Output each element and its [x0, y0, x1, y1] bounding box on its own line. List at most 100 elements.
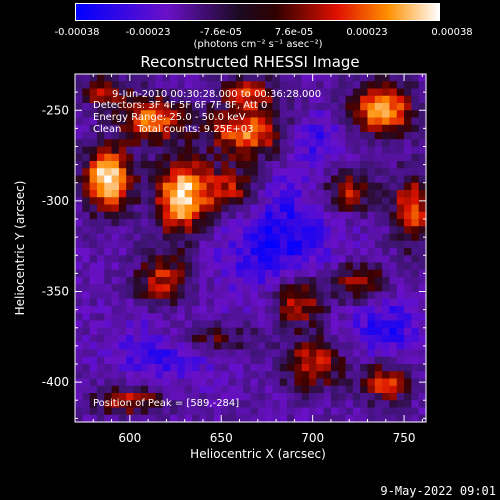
heatmap-cell: [155, 211, 164, 220]
heatmap-cell: [374, 153, 383, 162]
heatmap-cell: [389, 393, 398, 401]
heatmap-cell: [126, 139, 135, 148]
heatmap-cell: [96, 248, 105, 256]
heatmap-cell: [118, 291, 127, 300]
heatmap-cell: [192, 248, 200, 256]
heatmap-cell: [126, 298, 135, 307]
heatmap-cell: [279, 378, 288, 387]
heatmap-cell: [309, 132, 317, 140]
heatmap-cell: [309, 371, 317, 380]
heatmap-cell: [177, 306, 186, 314]
heatmap-cell: [140, 298, 149, 307]
heatmap-cell: [82, 298, 91, 307]
axis-ticks: 600 650 700 750-400-350-300-250: [42, 73, 426, 445]
heatmap-cell: [352, 74, 361, 82]
heatmap-cell: [374, 378, 383, 387]
heatmap-cell: [411, 255, 420, 264]
heatmap-cell: [118, 335, 127, 343]
heatmap-cell: [148, 175, 157, 184]
heatmap-cell: [82, 320, 91, 329]
heatmap-cell: [104, 262, 113, 271]
heatmap-cell: [389, 233, 398, 242]
heatmap-cell: [352, 103, 361, 111]
heatmap-cell: [279, 269, 288, 278]
heatmap-cell: [309, 335, 317, 343]
heatmap-cell: [126, 117, 135, 126]
heatmap-cell: [404, 197, 412, 206]
heatmap-cell: [389, 182, 398, 191]
heatmap-cell: [155, 226, 164, 235]
heatmap-cell: [279, 132, 288, 140]
heatmap-cell: [287, 248, 295, 256]
heatmap-cell: [411, 349, 420, 358]
heatmap-cell: [118, 88, 127, 97]
heatmap-cell: [133, 277, 142, 285]
heatmap-cell: [111, 298, 120, 307]
heatmap-cell: [323, 146, 332, 155]
heatmap-cell: [360, 327, 369, 336]
heatmap-cell: [265, 320, 274, 329]
heatmap-cell: [96, 74, 105, 82]
heatmap-cell: [404, 146, 412, 155]
heatmap-cell: [309, 226, 317, 235]
heatmap-cell: [309, 103, 317, 111]
heatmap-cell: [411, 277, 420, 285]
heatmap-cell: [396, 168, 405, 177]
heatmap-cell: [250, 400, 259, 409]
heatmap-cell: [177, 262, 186, 271]
heatmap-cell: [162, 197, 171, 206]
heatmap-cell: [148, 327, 157, 336]
heatmap-cell: [396, 378, 405, 387]
heatmap-cell: [170, 298, 178, 307]
heatmap-cell: [330, 182, 339, 191]
heatmap-cell: [294, 407, 303, 416]
heatmap-cell: [162, 335, 171, 343]
heatmap-cell: [96, 262, 105, 271]
heatmap-cell: [330, 262, 339, 271]
heatmap-cell: [294, 248, 303, 256]
heatmap-cell: [177, 233, 186, 242]
heatmap-cell: [148, 255, 157, 264]
heatmap-cell: [257, 146, 266, 155]
heatmap-cell: [82, 197, 91, 206]
heatmap-cell: [345, 204, 354, 213]
heatmap-cell: [89, 240, 98, 249]
heatmap-cell: [279, 277, 288, 285]
heatmap-cell: [294, 342, 303, 351]
heatmap-cell: [148, 233, 157, 242]
heatmap-cell: [89, 168, 98, 177]
heatmap-cell: [345, 414, 354, 423]
heatmap-cell: [352, 190, 361, 198]
heatmap-cell: [345, 364, 354, 372]
heatmap-cell: [213, 233, 222, 242]
heatmap-cell: [126, 335, 135, 343]
heatmap-cell: [323, 414, 332, 423]
heatmap-cell: [221, 320, 230, 329]
heatmap-cell: [265, 364, 274, 372]
heatmap-cell: [104, 378, 113, 387]
heatmap-cell: [389, 240, 398, 249]
heatmap-cell: [323, 248, 332, 256]
heatmap-cell: [89, 335, 98, 343]
heatmap-cell: [177, 393, 186, 401]
heatmap-cell: [338, 262, 347, 271]
heatmap-cell: [148, 103, 157, 111]
heatmap-cell: [404, 132, 412, 140]
heatmap-cell: [374, 240, 383, 249]
heatmap-cell: [257, 349, 266, 358]
heatmap-cell: [338, 226, 347, 235]
heatmap-cell: [118, 378, 127, 387]
heatmap-cell: [235, 240, 244, 249]
heatmap-cell: [140, 393, 149, 401]
heatmap-cell: [316, 371, 325, 380]
heatmap-cell: [374, 356, 383, 365]
heatmap-cell: [389, 291, 398, 300]
heatmap-cell: [382, 204, 391, 213]
heatmap-cell: [301, 269, 310, 278]
heatmap-cell: [418, 349, 427, 358]
heatmap-cell: [265, 349, 274, 358]
heatmap-cell: [206, 248, 215, 256]
heatmap-cell: [148, 269, 157, 278]
heatmap-cell: [360, 161, 369, 169]
heatmap-cell: [199, 211, 208, 220]
